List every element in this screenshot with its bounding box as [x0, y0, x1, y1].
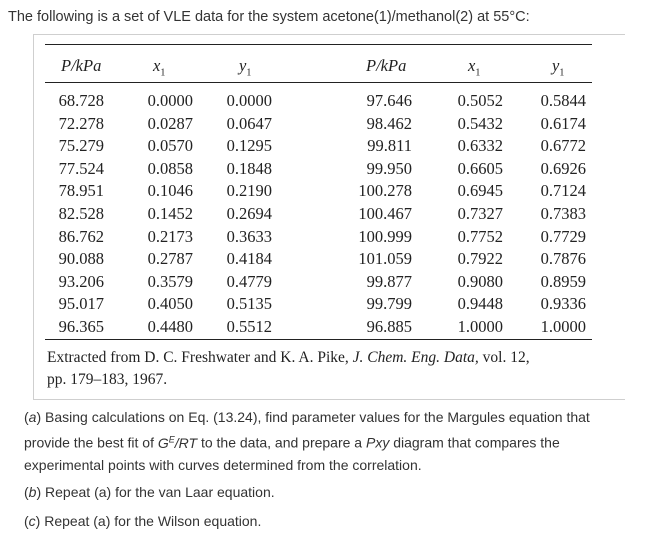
- table-cell: 99.877: [366, 271, 412, 291]
- table-cell: 101.059: [358, 249, 412, 269]
- table-cell: 0.4050: [147, 294, 193, 314]
- table-rule-top: [45, 44, 592, 45]
- table-cell: 0.7124: [540, 181, 586, 201]
- table-cell: 77.524: [58, 158, 104, 178]
- table-cell: 0.3579: [147, 271, 193, 291]
- table-cell: 0.0287: [147, 113, 193, 133]
- table-frame: [33, 34, 625, 400]
- table-cell: 0.4184: [226, 249, 272, 269]
- table-cell: 0.6332: [457, 136, 503, 156]
- table-cell: 0.9448: [457, 294, 503, 314]
- table-cell: 0.0000: [226, 91, 272, 110]
- table-cell: 93.206: [58, 271, 104, 291]
- table-cell: 0.7729: [540, 226, 586, 246]
- table-cell: 0.8959: [540, 271, 586, 291]
- table-source-footnote: Extracted from D. C. Freshwater and K. A…: [47, 349, 530, 388]
- table-cell: 99.811: [367, 136, 412, 156]
- table-cell: 72.278: [58, 113, 104, 133]
- table-cell: 95.017: [58, 294, 104, 314]
- table-cell: 78.951: [58, 181, 104, 201]
- table-cell: 0.7876: [540, 249, 586, 269]
- table-cell: 86.762: [58, 226, 104, 246]
- table-cell: 0.1046: [147, 181, 193, 201]
- table-cell: 0.5052: [457, 91, 503, 110]
- table-cell: 0.6174: [540, 113, 586, 133]
- table-cell: 1.0000: [540, 317, 586, 336]
- question-a: (a) Basing calculations on Eq. (13.24), …: [24, 409, 590, 473]
- table-cell: 0.6772: [540, 136, 586, 156]
- table-cell: 0.4779: [226, 271, 272, 291]
- table-cell: 0.2173: [147, 226, 193, 246]
- table-cell: 0.9080: [457, 271, 503, 291]
- table-cell: 0.9336: [540, 294, 586, 314]
- table-cell: 0.7327: [457, 204, 503, 223]
- table-cell: 0.7752: [457, 226, 503, 246]
- table-cell: 99.950: [366, 158, 412, 178]
- table-cell: 96.885: [366, 317, 412, 336]
- table-cell: 1.0000: [457, 317, 503, 336]
- table-cell: 99.799: [366, 294, 412, 314]
- table-cell: 0.4480: [147, 317, 193, 336]
- table-cell: 0.3633: [226, 226, 272, 246]
- table-cell: 0.5135: [226, 294, 272, 314]
- question-c: (c) Repeat (a) for the Wilson equation.: [24, 513, 262, 529]
- table-cell: 98.462: [366, 113, 412, 133]
- table-cell: 0.0570: [147, 136, 193, 156]
- table-cell: 97.646: [366, 91, 412, 110]
- table-cell: 0.0647: [226, 113, 272, 133]
- table-cell: 100.467: [358, 204, 412, 223]
- header-y1-right: y1: [552, 56, 565, 79]
- table-cell: 96.365: [58, 317, 104, 336]
- table-cell: 0.1452: [147, 204, 193, 223]
- table-cell: 0.0000: [147, 91, 193, 110]
- header-x1-right: x1: [468, 56, 481, 79]
- header-y1-left: y1: [239, 56, 252, 79]
- table-cell: 100.278: [358, 181, 412, 201]
- problem-intro: The following is a set of VLE data for t…: [8, 9, 530, 25]
- header-pressure-left: P/kPa: [61, 56, 102, 75]
- table-cell: 100.999: [358, 226, 412, 246]
- table-cell: 0.6945: [457, 181, 503, 201]
- table-cell: 68.728: [58, 91, 104, 110]
- table-cell: 0.1295: [226, 136, 272, 156]
- header-pressure-right: P/kPa: [366, 56, 407, 75]
- table-cell: 0.6605: [457, 158, 503, 178]
- table-cell: 0.7922: [457, 249, 503, 269]
- table-cell: 0.5512: [226, 317, 272, 336]
- table-cell: 0.1848: [226, 158, 272, 178]
- table-cell: 0.2190: [226, 181, 272, 201]
- table-cell: 0.5432: [457, 113, 503, 133]
- table-cell: 0.2787: [147, 249, 193, 269]
- table-cell: 0.7383: [540, 204, 586, 223]
- table-cell: 82.528: [58, 204, 104, 223]
- table-cell: 0.2694: [226, 204, 272, 223]
- table-rule-bottom: [45, 339, 592, 340]
- table-cell: 0.0858: [147, 158, 193, 178]
- table-cell: 90.088: [58, 249, 104, 269]
- table-cell: 0.5844: [540, 91, 586, 110]
- table-cell: 75.279: [58, 136, 104, 156]
- header-x1-left: x1: [153, 56, 166, 79]
- table-rule-header: [45, 82, 592, 83]
- table-cell: 0.6926: [540, 158, 586, 178]
- question-b: (b) Repeat (a) for the van Laar equation…: [24, 484, 275, 500]
